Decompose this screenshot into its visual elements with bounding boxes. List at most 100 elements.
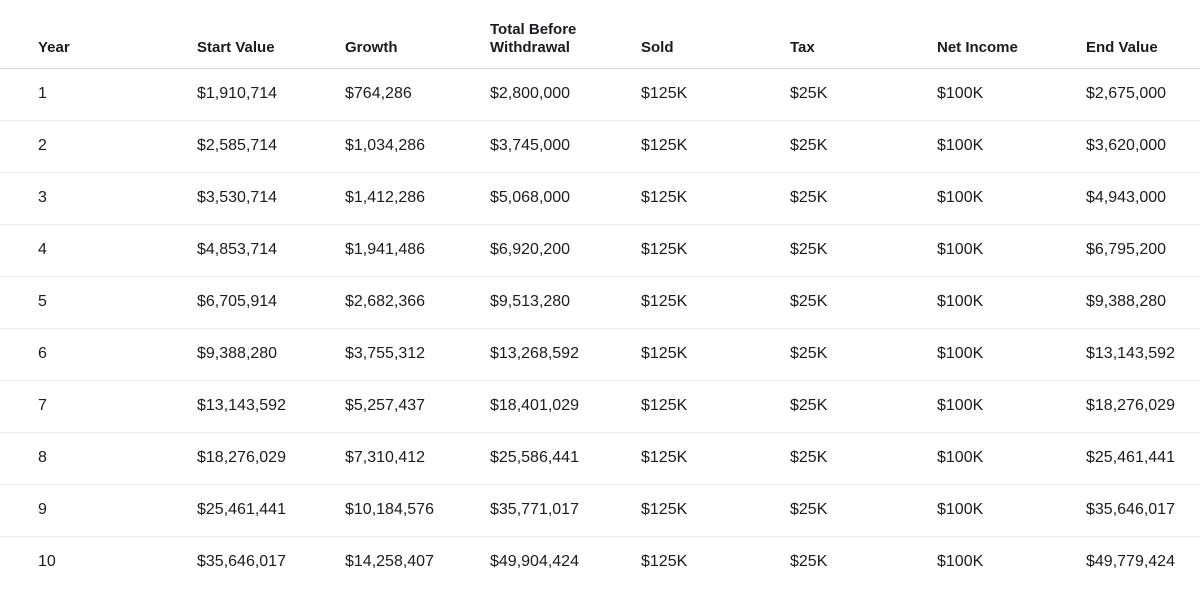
cell-net_income: $100K [937,172,1086,225]
projection-table: Year Start Value Growth Total Before Withdr… [0,0,1200,588]
cell-end_value: $2,675,000 [1086,68,1200,121]
cell-tax: $25K [790,432,937,485]
table-row: 5 $6,705,914 $2,682,366 $9,513,280 $125K $25K… [0,276,1200,329]
cell-start_value: $4,853,714 [197,224,345,277]
cell-net_income: $100K [937,276,1086,329]
cell-sold: $125K [641,432,790,485]
cell-start_value: $3,530,714 [197,172,345,225]
cell-growth: $5,257,437 [345,380,490,433]
cell-total_before_withdrawal: $18,401,029 [490,380,641,433]
cell-year: 4 [0,224,197,277]
cell-net_income: $100K [937,484,1086,537]
cell-year: 5 [0,276,197,329]
cell-net_income: $100K [937,120,1086,173]
table-header: Year Start Value Growth Total Before Withdr… [0,0,1200,69]
cell-year: 9 [0,484,197,537]
cell-tax: $25K [790,224,937,277]
cell-growth: $1,412,286 [345,172,490,225]
cell-sold: $125K [641,120,790,173]
cell-tax: $25K [790,276,937,329]
cell-end_value: $13,143,592 [1086,328,1200,381]
cell-start_value: $35,646,017 [197,553,286,571]
cell-year: 10 [38,553,56,571]
cell-growth: $764,286 [345,68,490,121]
cell-sold: $125K [641,380,790,433]
cell-start_value: $2,585,714 [197,120,345,173]
cell-tax: $25K [790,68,937,121]
column-header-start_value: Start Value [197,0,345,69]
cell-end_value: $4,943,000 [1086,172,1200,225]
cell-net_income: $100K [937,224,1086,277]
table-row: 1 $1,910,714 $764,286 $2,800,000 $125K $25K $1… [0,68,1200,121]
cell-tax: $25K [790,120,937,173]
cell-start_value: $9,388,280 [197,328,345,381]
cell-year: 7 [0,380,197,433]
column-header-year: Year [0,0,197,69]
cell-sold: $125K [641,172,790,225]
table-row: 8 $18,276,029 $7,310,412 $25,586,441 $125K $2… [0,432,1200,485]
cell-end_value: $49,779,424 [1086,553,1175,571]
cell-net_income: $100K [937,432,1086,485]
cell-end_value: $9,388,280 [1086,276,1200,329]
cell-year: 3 [0,172,197,225]
cell-sold: $125K [641,224,790,277]
column-header-growth: Growth [345,0,490,69]
cell-total_before_withdrawal: $35,771,017 [490,484,641,537]
column-header-end_value: End Value [1086,0,1200,69]
column-header-net_income: Net Income [937,0,1086,69]
cell-year: 2 [0,120,197,173]
cell-start_value: $25,461,441 [197,484,345,537]
cell-end_value: $35,646,017 [1086,484,1200,537]
cell-year: 8 [0,432,197,485]
cell-sold: $125K [641,553,688,571]
cell-start_value: $18,276,029 [197,432,345,485]
cell-growth: $14,258,407 [345,553,434,571]
cell-tax: $25K [790,553,828,571]
cell-year: 1 [0,68,197,121]
header-row: Year Start Value Growth Total Before Withdr… [0,0,1200,69]
cell-tax: $25K [790,484,937,537]
cell-end_value: $25,461,441 [1086,432,1200,485]
table-row: 7 $13,143,592 $5,257,437 $18,401,029 $125K $2… [0,380,1200,433]
cell-tax: $25K [790,328,937,381]
cell-sold: $125K [641,68,790,121]
cell-end_value: $3,620,000 [1086,120,1200,173]
table-row: 3 $3,530,714 $1,412,286 $5,068,000 $125K $25K… [0,172,1200,225]
table-row: 2 $2,585,714 $1,034,286 $3,745,000 $125K $25K… [0,120,1200,173]
column-header-total_before_withdrawal: Total Before Withdrawal [490,0,641,69]
cell-total_before_withdrawal: $5,068,000 [490,172,641,225]
cell-growth: $1,941,486 [345,224,490,277]
cell-sold: $125K [641,276,790,329]
column-header-sold: Sold [641,0,790,69]
table-body: 1 $1,910,714 $764,286 $2,800,000 $125K $25K $1… [0,68,1200,588]
cell-total_before_withdrawal: $3,745,000 [490,120,641,173]
cell-growth: $2,682,366 [345,276,490,329]
cell-start_value: $1,910,714 [197,68,345,121]
cell-net_income: $100K [937,68,1086,121]
cell-sold: $125K [641,484,790,537]
cell-year: 6 [0,328,197,381]
cell-total_before_withdrawal: $13,268,592 [490,328,641,381]
cell-total_before_withdrawal: $2,800,000 [490,68,641,121]
cell-total_before_withdrawal: $49,904,424 [490,553,579,571]
column-header-tax: Tax [790,0,937,69]
cell-growth: $3,755,312 [345,328,490,381]
cell-sold: $125K [641,328,790,381]
cell-start_value: $13,143,592 [197,380,345,433]
cell-start_value: $6,705,914 [197,276,345,329]
cell-total_before_withdrawal: $9,513,280 [490,276,641,329]
cell-end_value: $18,276,029 [1086,380,1200,433]
table-row: 6 $9,388,280 $3,755,312 $13,268,592 $125K $25… [0,328,1200,381]
cell-tax: $25K [790,380,937,433]
cell-net_income: $100K [937,328,1086,381]
cell-tax: $25K [790,172,937,225]
cell-growth: $7,310,412 [345,432,490,485]
table-row: 10 $35,646,017 $14,258,407 $49,904,424 $125K… [0,536,1200,588]
cell-net_income: $100K [937,380,1086,433]
cell-growth: $10,184,576 [345,484,490,537]
cell-total_before_withdrawal: $25,586,441 [490,432,641,485]
table-row: 4 $4,853,714 $1,941,486 $6,920,200 $125K $25K… [0,224,1200,277]
cell-end_value: $6,795,200 [1086,224,1200,277]
cell-total_before_withdrawal: $6,920,200 [490,224,641,277]
cell-net_income: $100K [937,553,984,571]
